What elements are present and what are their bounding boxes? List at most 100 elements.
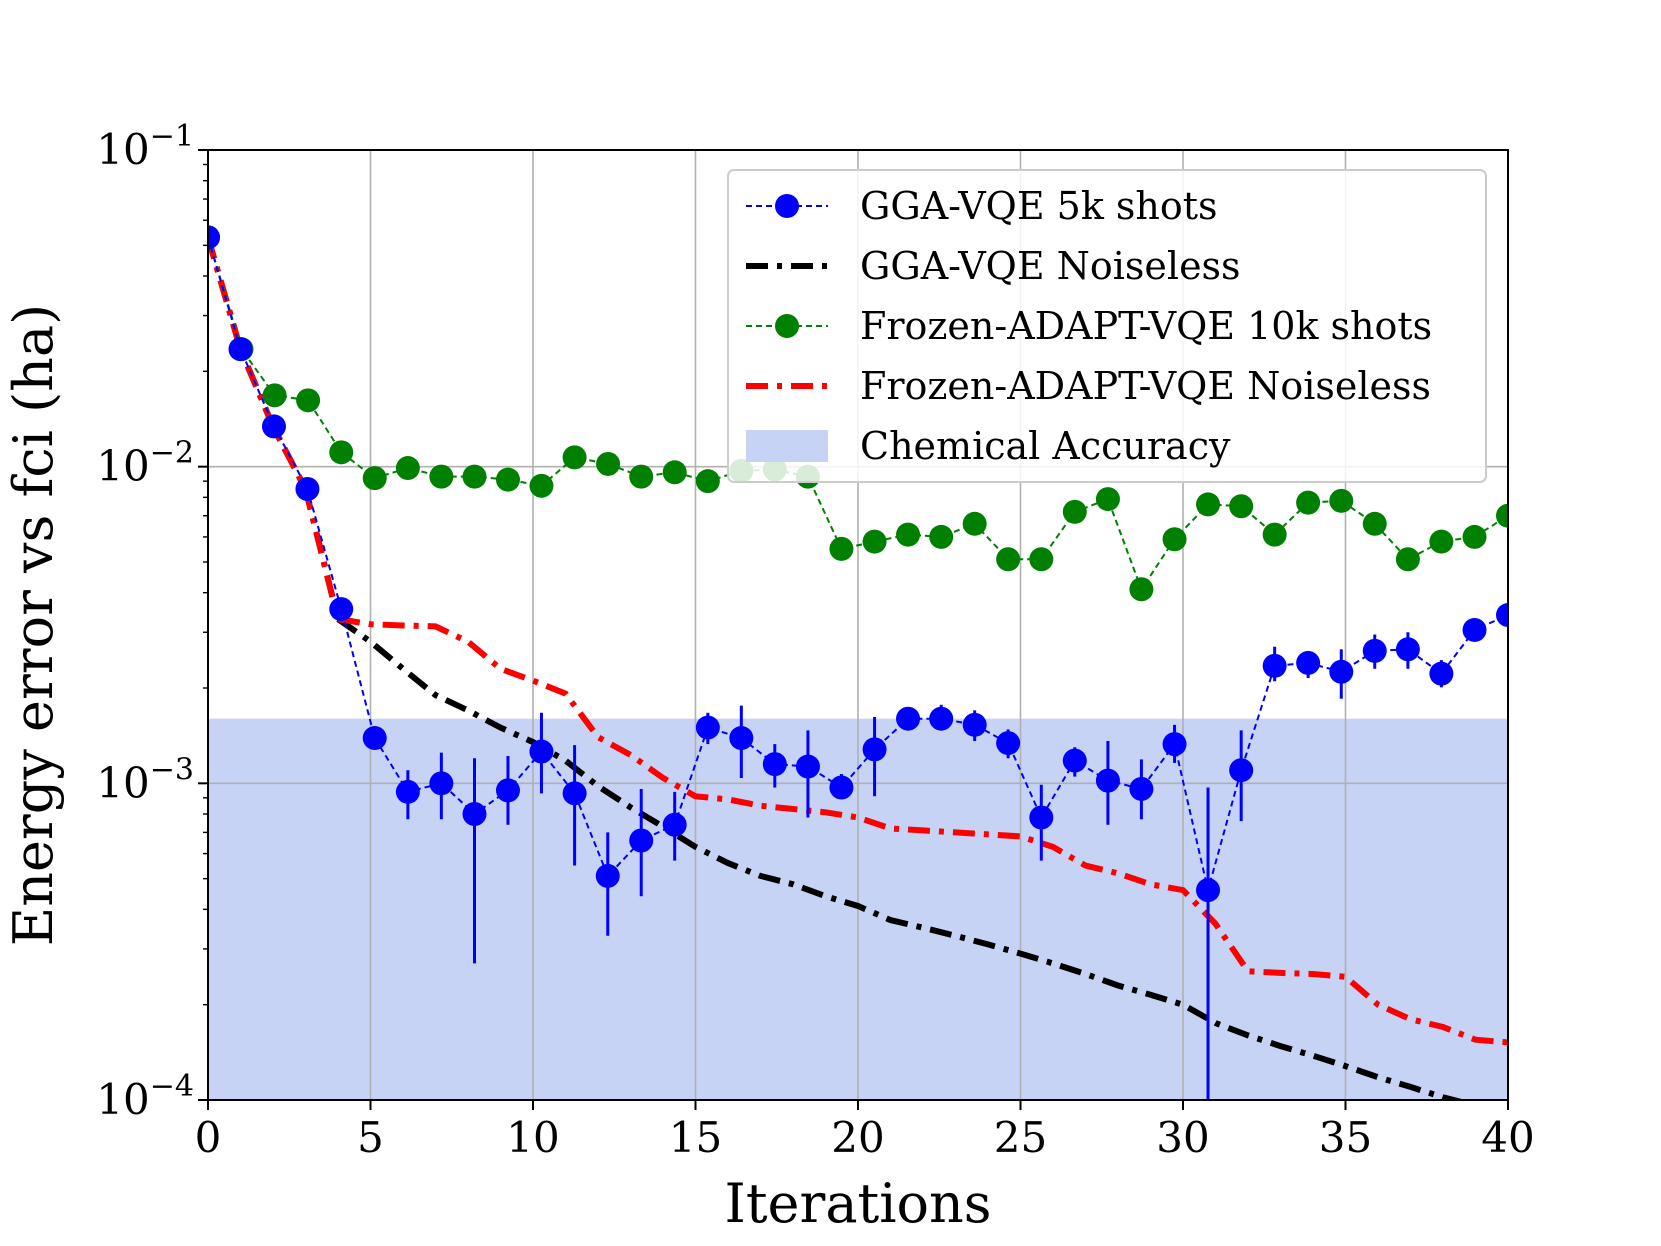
data-point [1362,511,1387,536]
data-point [1496,603,1508,628]
data-point [562,781,587,806]
data-point [261,414,286,439]
x-tick-label: 20 [831,1113,884,1162]
data-point [1462,524,1487,549]
data-point [1395,547,1420,572]
data-point [729,726,754,751]
data-point [662,812,687,837]
data-point [495,778,520,803]
legend-label: Chemical Accuracy [860,424,1231,468]
data-point [262,383,287,408]
data-point [662,460,687,485]
data-point [1429,661,1454,686]
data-point [1229,758,1254,783]
x-tick-label: 30 [1156,1113,1209,1162]
data-point [1296,650,1321,675]
data-point [395,456,420,481]
series-line [208,237,1508,592]
data-point [1395,637,1420,662]
data-point [208,225,220,250]
data-point [629,828,654,853]
data-point [429,771,454,796]
data-point [629,464,654,489]
legend-marker [775,194,799,218]
data-point [896,522,921,547]
x-axis-ticks: 0 5 10 15 20 25 30 35 40 [195,1100,1535,1162]
data-point [1129,776,1154,801]
y-tick-label: 10−2 [96,436,194,491]
legend-marker [775,314,799,338]
data-point [529,739,554,764]
data-point [1095,768,1120,793]
data-point [295,477,320,502]
data-point [362,466,387,491]
y-tick-label: 10−4 [96,1069,194,1124]
data-point [1129,577,1154,602]
data-point [795,754,820,779]
data-point [1229,494,1254,519]
data-point [996,731,1021,756]
x-tick-label: 0 [195,1113,222,1162]
data-point [829,536,854,561]
data-point [1329,488,1354,513]
data-point [329,440,354,465]
data-point [829,775,854,800]
data-point [929,524,954,549]
legend-box [727,169,1487,483]
data-point [429,464,454,489]
data-point [996,547,1021,572]
data-point [1262,522,1287,547]
legend: GGA-VQE 5k shots GGA-VQE Noiseless Frozen-… [727,169,1487,483]
y-axis-ticks: 10−1 10−2 10−3 10−4 [96,119,208,1124]
data-point [596,451,621,476]
series-line [208,237,1508,891]
legend-label: Frozen-ADAPT-VQE 10k shots [860,304,1432,348]
data-point [228,337,253,362]
data-point [1496,503,1508,528]
legend-label: GGA-VQE Noiseless [860,244,1241,288]
x-axis-label: Iterations [725,1172,992,1235]
data-point [1062,499,1087,524]
data-point [962,511,987,536]
data-point [395,779,420,804]
data-point [1296,490,1321,515]
data-point [1162,732,1187,757]
series-1 [208,236,1466,1100]
data-point [462,802,487,827]
legend-swatch [746,430,828,462]
x-tick-label: 5 [357,1113,384,1162]
series-layer [208,225,1508,1100]
data-point [495,467,520,492]
legend-label: GGA-VQE 5k shots [860,184,1218,228]
data-point [1196,492,1221,517]
data-point [862,529,887,554]
data-point [529,473,554,498]
data-point [762,752,787,777]
plot-area [208,150,1508,1100]
y-tick-label: 10−3 [96,752,194,807]
data-point [1329,659,1354,684]
data-point [1196,878,1221,903]
data-point [595,863,620,888]
data-point [1462,617,1487,642]
data-point [1429,529,1454,554]
data-point [695,469,720,494]
data-point [929,706,954,731]
data-point [695,715,720,740]
x-tick-label: 25 [994,1113,1047,1162]
data-point [896,706,921,731]
data-point [1162,527,1187,552]
data-point [1062,748,1087,773]
data-point [296,388,321,413]
y-axis-label: Energy error vs fci (ha) [2,304,65,946]
data-point [862,737,887,762]
data-point [962,712,987,737]
data-point [1029,805,1054,830]
y-tick-label: 10−1 [96,119,194,174]
x-tick-label: 40 [1481,1113,1534,1162]
data-point [562,445,587,470]
x-tick-label: 15 [669,1113,722,1162]
data-point [1095,487,1120,512]
data-point [329,597,354,622]
